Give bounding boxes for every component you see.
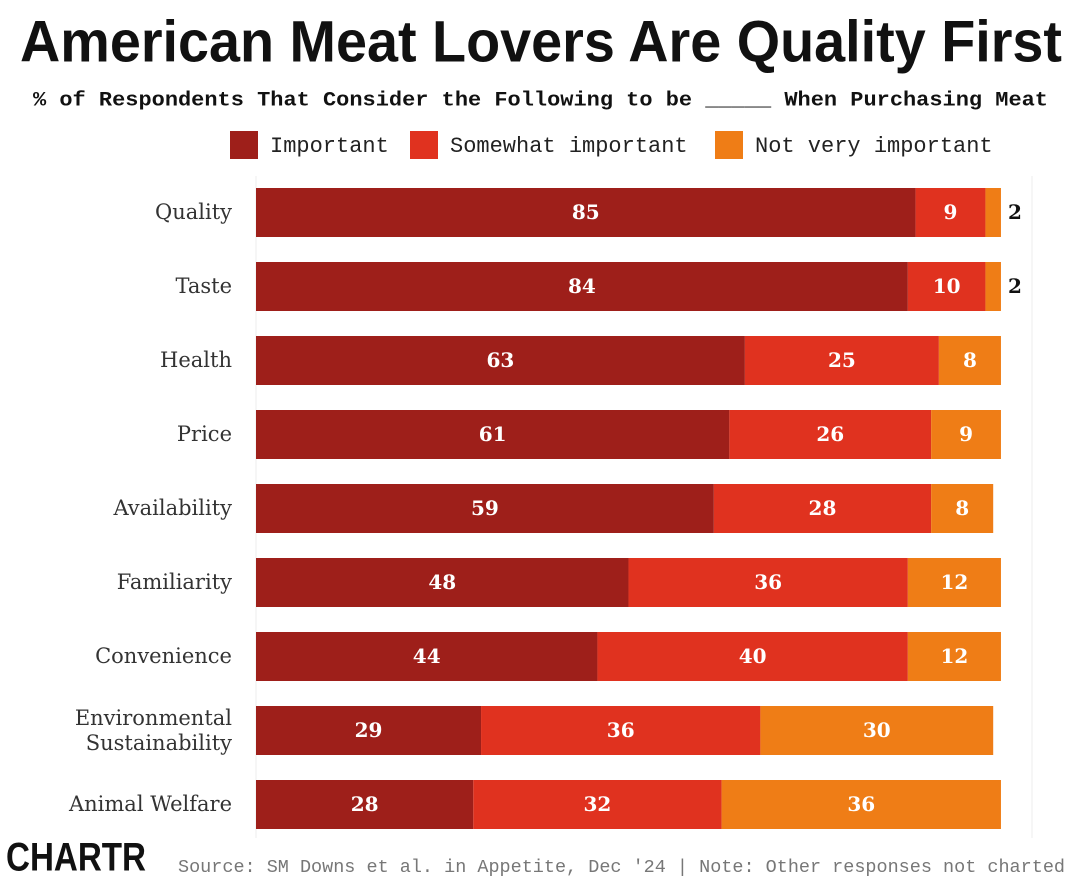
- bar-segment: [907, 558, 1001, 607]
- bar-segment: [915, 188, 986, 237]
- bar-segment: [256, 706, 482, 755]
- category-label: Animal Welfare: [68, 792, 232, 817]
- value-label: 2: [1008, 200, 1022, 224]
- bar-segment: [713, 484, 932, 533]
- value-label: 44: [413, 644, 441, 668]
- legend-label: Not very important: [755, 134, 993, 159]
- bar-segment: [473, 780, 722, 829]
- value-label: 12: [940, 570, 968, 594]
- bar-segment: [729, 410, 932, 459]
- value-label: 8: [955, 496, 969, 520]
- bar-segment: [985, 188, 1001, 237]
- bar-segment: [256, 262, 908, 311]
- bar-segment: [721, 780, 1001, 829]
- value-label: 59: [471, 496, 499, 520]
- value-label: 9: [959, 422, 973, 446]
- category-label: Health: [160, 348, 232, 373]
- value-label: 36: [847, 792, 875, 816]
- bar-segment: [481, 706, 761, 755]
- category-label: Quality: [155, 200, 232, 225]
- legend-swatch: [410, 131, 438, 159]
- chart-title: American Meat Lovers Are Quality First: [20, 9, 1062, 74]
- chart-subtitle: % of Respondents That Consider the Follo…: [33, 89, 1048, 112]
- category-label: Convenience: [95, 644, 232, 669]
- value-label: 30: [863, 718, 891, 742]
- category-label: Availability: [113, 496, 232, 521]
- category-label: Familiarity: [116, 570, 232, 595]
- bar-segment: [256, 484, 714, 533]
- bar-segment: [938, 336, 1001, 385]
- value-label: 28: [809, 496, 837, 520]
- value-label: 8: [963, 348, 977, 372]
- value-label: 36: [607, 718, 635, 742]
- category-label: Taste: [175, 274, 232, 299]
- source-note: Source: SM Downs et al. in Appetite, Dec…: [178, 858, 1065, 878]
- value-label: 9: [944, 200, 958, 224]
- value-label: 85: [572, 200, 600, 224]
- value-label: 2: [1008, 274, 1022, 298]
- category-label: Price: [176, 422, 232, 447]
- legend-swatch: [230, 131, 258, 159]
- value-label: 40: [739, 644, 767, 668]
- value-label: 29: [355, 718, 383, 742]
- bar-segment: [256, 780, 474, 829]
- category-label: Environmental Sustainability: [74, 706, 232, 755]
- value-label: 32: [584, 792, 612, 816]
- bar-segment: [744, 336, 939, 385]
- value-label: 84: [568, 274, 596, 298]
- logo: CHARTR: [6, 836, 146, 880]
- bar-segment: [985, 262, 1001, 311]
- bar-segment: [256, 188, 916, 237]
- value-label: 26: [816, 422, 844, 446]
- bar-segment: [931, 484, 994, 533]
- bar-segment: [256, 632, 598, 681]
- bar-segment: [256, 410, 730, 459]
- value-label: 25: [828, 348, 856, 372]
- bar-segment: [760, 706, 994, 755]
- bar-segment: [256, 336, 745, 385]
- legend-label: Somewhat important: [450, 134, 688, 159]
- legend-swatch: [715, 131, 743, 159]
- bar-segment: [256, 558, 629, 607]
- value-label: 28: [351, 792, 379, 816]
- value-label: 10: [933, 274, 961, 298]
- bar-segment: [628, 558, 908, 607]
- bar-segment: [907, 262, 986, 311]
- value-label: 48: [428, 570, 456, 594]
- value-label: 61: [479, 422, 507, 446]
- value-label: 63: [487, 348, 515, 372]
- bar-segment: [931, 410, 1001, 459]
- value-label: 36: [754, 570, 782, 594]
- value-label: 12: [940, 644, 968, 668]
- legend-label: Important: [270, 134, 389, 159]
- bar-segment: [907, 632, 1001, 681]
- bar-segment: [597, 632, 908, 681]
